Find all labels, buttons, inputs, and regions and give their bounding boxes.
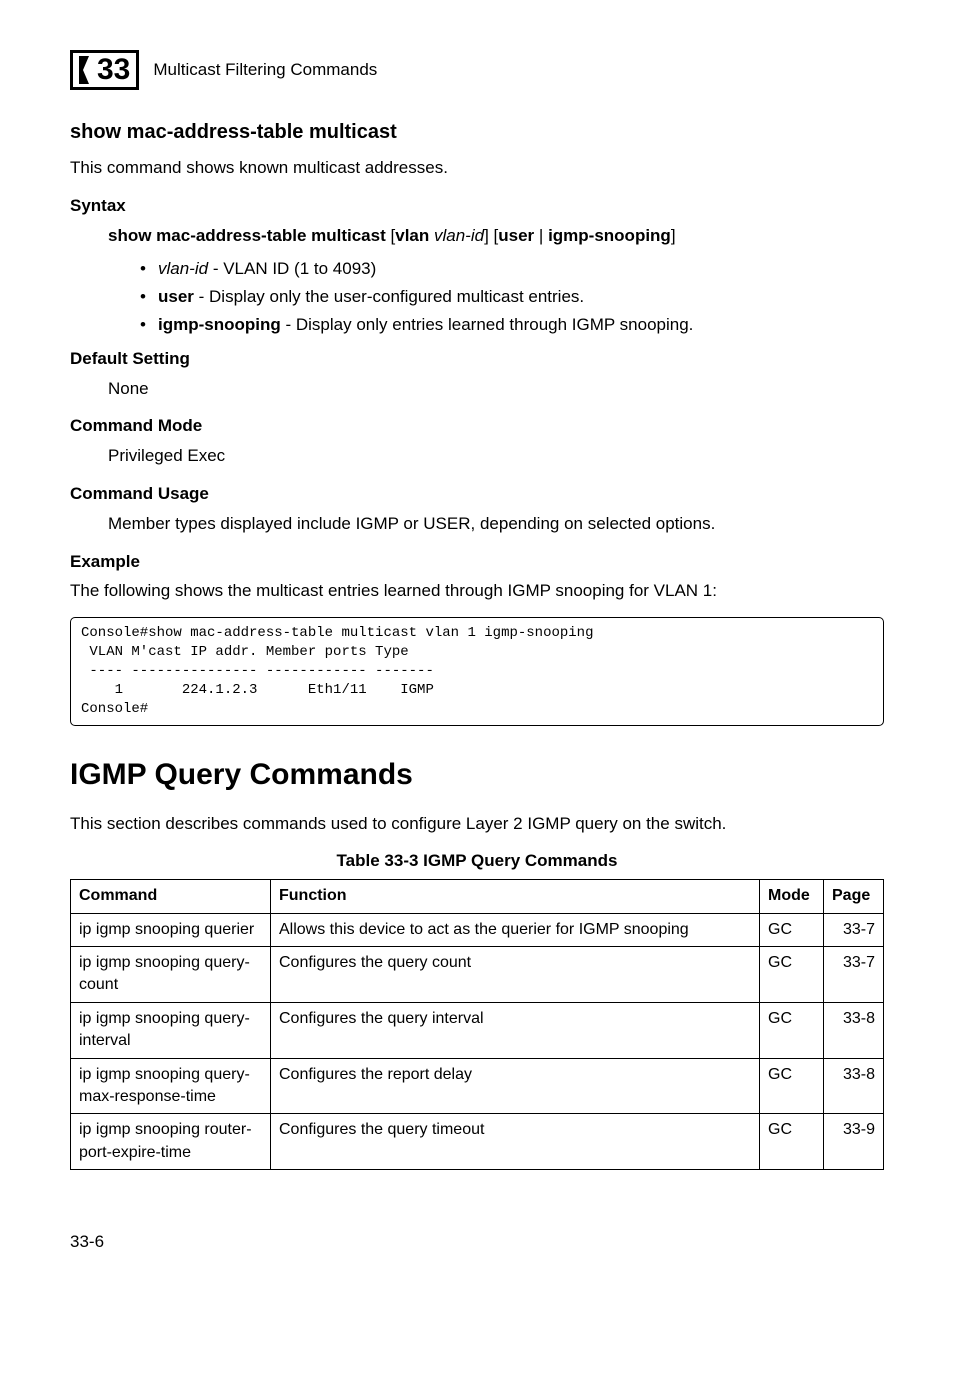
cell-page: 33-7 — [824, 913, 884, 946]
syntax-sep3: ] — [671, 226, 676, 245]
col-function: Function — [271, 880, 760, 913]
table-row: ip igmp snooping query-count Configures … — [71, 946, 884, 1002]
bullet-rest: - VLAN ID (1 to 4093) — [208, 259, 376, 278]
cell-mode: GC — [760, 946, 824, 1002]
chapter-title: Multicast Filtering Commands — [153, 58, 377, 82]
command-heading: show mac-address-table multicast — [70, 118, 884, 146]
col-page: Page — [824, 880, 884, 913]
table-row: ip igmp snooping router-port-expire-time… — [71, 1114, 884, 1170]
cell-function: Configures the report delay — [271, 1058, 760, 1114]
igmp-query-commands-table: Command Function Mode Page ip igmp snoop… — [70, 879, 884, 1170]
section-intro: This section describes commands used to … — [70, 812, 884, 836]
command-usage-text: Member types displayed include IGMP or U… — [108, 512, 884, 536]
cell-command: ip igmp snooping router-port-expire-time — [71, 1114, 271, 1170]
page-header: 33 Multicast Filtering Commands — [70, 50, 884, 90]
cell-function: Configures the query count — [271, 946, 760, 1002]
chapter-badge: 33 — [70, 50, 139, 90]
syntax-user-kw: user — [498, 226, 534, 245]
cell-command: ip igmp snooping query-count — [71, 946, 271, 1002]
syntax-bullet: user - Display only the user-configured … — [140, 285, 884, 309]
bullet-kw: igmp-snooping — [158, 315, 281, 334]
syntax-label: Syntax — [70, 194, 884, 218]
cell-function: Allows this device to act as the querier… — [271, 913, 760, 946]
cell-page: 33-8 — [824, 1002, 884, 1058]
bullet-kw: user — [158, 287, 194, 306]
syntax-vlan-arg: vlan-id — [434, 226, 484, 245]
cell-mode: GC — [760, 1058, 824, 1114]
cell-command: ip igmp snooping querier — [71, 913, 271, 946]
bullet-rest: - Display only the user-configured multi… — [194, 287, 584, 306]
chapter-arrow-icon — [79, 56, 93, 84]
syntax-bullet: igmp-snooping - Display only entries lea… — [140, 313, 884, 337]
code-example: Console#show mac-address-table multicast… — [70, 617, 884, 725]
syntax-pipe: | — [534, 226, 548, 245]
command-mode-text: Privileged Exec — [108, 444, 884, 468]
cell-function: Configures the query timeout — [271, 1114, 760, 1170]
default-setting-text: None — [108, 377, 884, 401]
page-number: 33-6 — [70, 1230, 884, 1254]
chapter-number: 33 — [97, 55, 130, 85]
example-intro: The following shows the multicast entrie… — [70, 579, 884, 603]
cell-mode: GC — [760, 1002, 824, 1058]
col-command: Command — [71, 880, 271, 913]
syntax-bullets: vlan-id - VLAN ID (1 to 4093) user - Dis… — [140, 257, 884, 336]
syntax-cmd: show mac-address-table multicast — [108, 226, 386, 245]
syntax-igmp-kw: igmp-snooping — [548, 226, 671, 245]
bullet-rest: - Display only entries learned through I… — [281, 315, 694, 334]
table-row: ip igmp snooping query-max-response-time… — [71, 1058, 884, 1114]
cell-page: 33-7 — [824, 946, 884, 1002]
cell-command: ip igmp snooping query-interval — [71, 1002, 271, 1058]
table-header-row: Command Function Mode Page — [71, 880, 884, 913]
default-setting-label: Default Setting — [70, 347, 884, 371]
bullet-arg: vlan-id — [158, 259, 208, 278]
command-intro: This command shows known multicast addre… — [70, 156, 884, 180]
syntax-line: show mac-address-table multicast [vlan v… — [108, 224, 884, 248]
table-row: ip igmp snooping querier Allows this dev… — [71, 913, 884, 946]
syntax-vlan-kw: vlan — [395, 226, 429, 245]
cell-function: Configures the query interval — [271, 1002, 760, 1058]
syntax-bullet: vlan-id - VLAN ID (1 to 4093) — [140, 257, 884, 281]
syntax-sep2: ] [ — [484, 226, 498, 245]
command-usage-label: Command Usage — [70, 482, 884, 506]
section-heading: IGMP Query Commands — [70, 754, 884, 796]
cell-mode: GC — [760, 1114, 824, 1170]
cell-mode: GC — [760, 913, 824, 946]
cell-command: ip igmp snooping query-max-response-time — [71, 1058, 271, 1114]
col-mode: Mode — [760, 880, 824, 913]
command-mode-label: Command Mode — [70, 414, 884, 438]
cell-page: 33-8 — [824, 1058, 884, 1114]
cell-page: 33-9 — [824, 1114, 884, 1170]
table-caption: Table 33-3 IGMP Query Commands — [70, 849, 884, 873]
table-row: ip igmp snooping query-interval Configur… — [71, 1002, 884, 1058]
example-label: Example — [70, 550, 884, 574]
